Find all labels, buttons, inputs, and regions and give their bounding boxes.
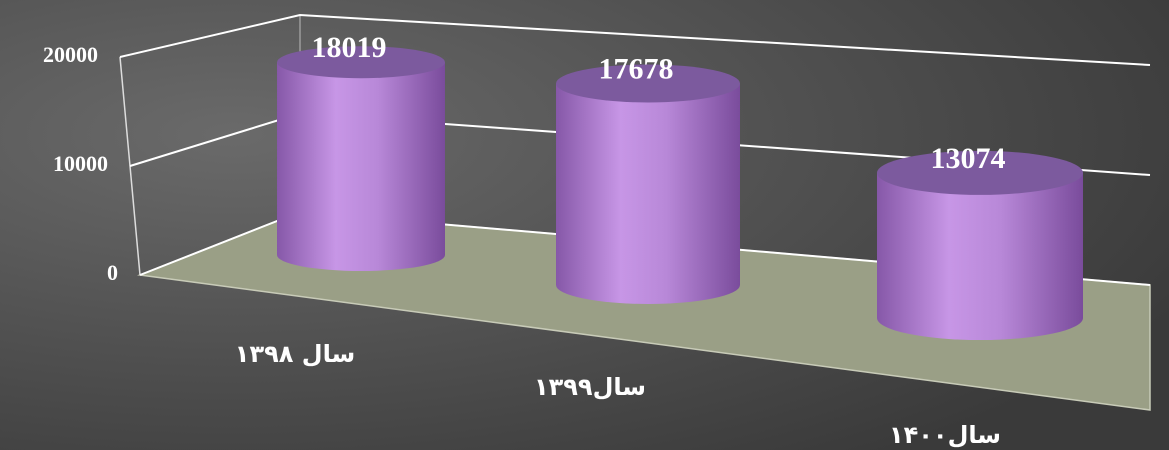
bar-top xyxy=(556,64,740,103)
y-tick-label: 0 xyxy=(107,260,118,285)
bar-top xyxy=(277,46,445,79)
y-tick-label: 10000 xyxy=(53,151,108,176)
value-label: 18019 xyxy=(312,31,387,64)
x-tick-label: سال۱۴۰۰ xyxy=(889,421,1001,449)
bar xyxy=(556,83,740,304)
value-label: 13074 xyxy=(931,142,1006,175)
x-tick-label: سال ۱۳۹۸ xyxy=(235,340,355,368)
y-tick-label: 20000 xyxy=(43,42,98,67)
value-label: 17678 xyxy=(599,52,674,85)
bar xyxy=(877,172,1083,340)
bar-top xyxy=(877,150,1083,195)
grid-line xyxy=(119,13,1151,66)
bar xyxy=(277,62,445,271)
x-tick-label: سال۱۳۹۹ xyxy=(534,373,646,401)
